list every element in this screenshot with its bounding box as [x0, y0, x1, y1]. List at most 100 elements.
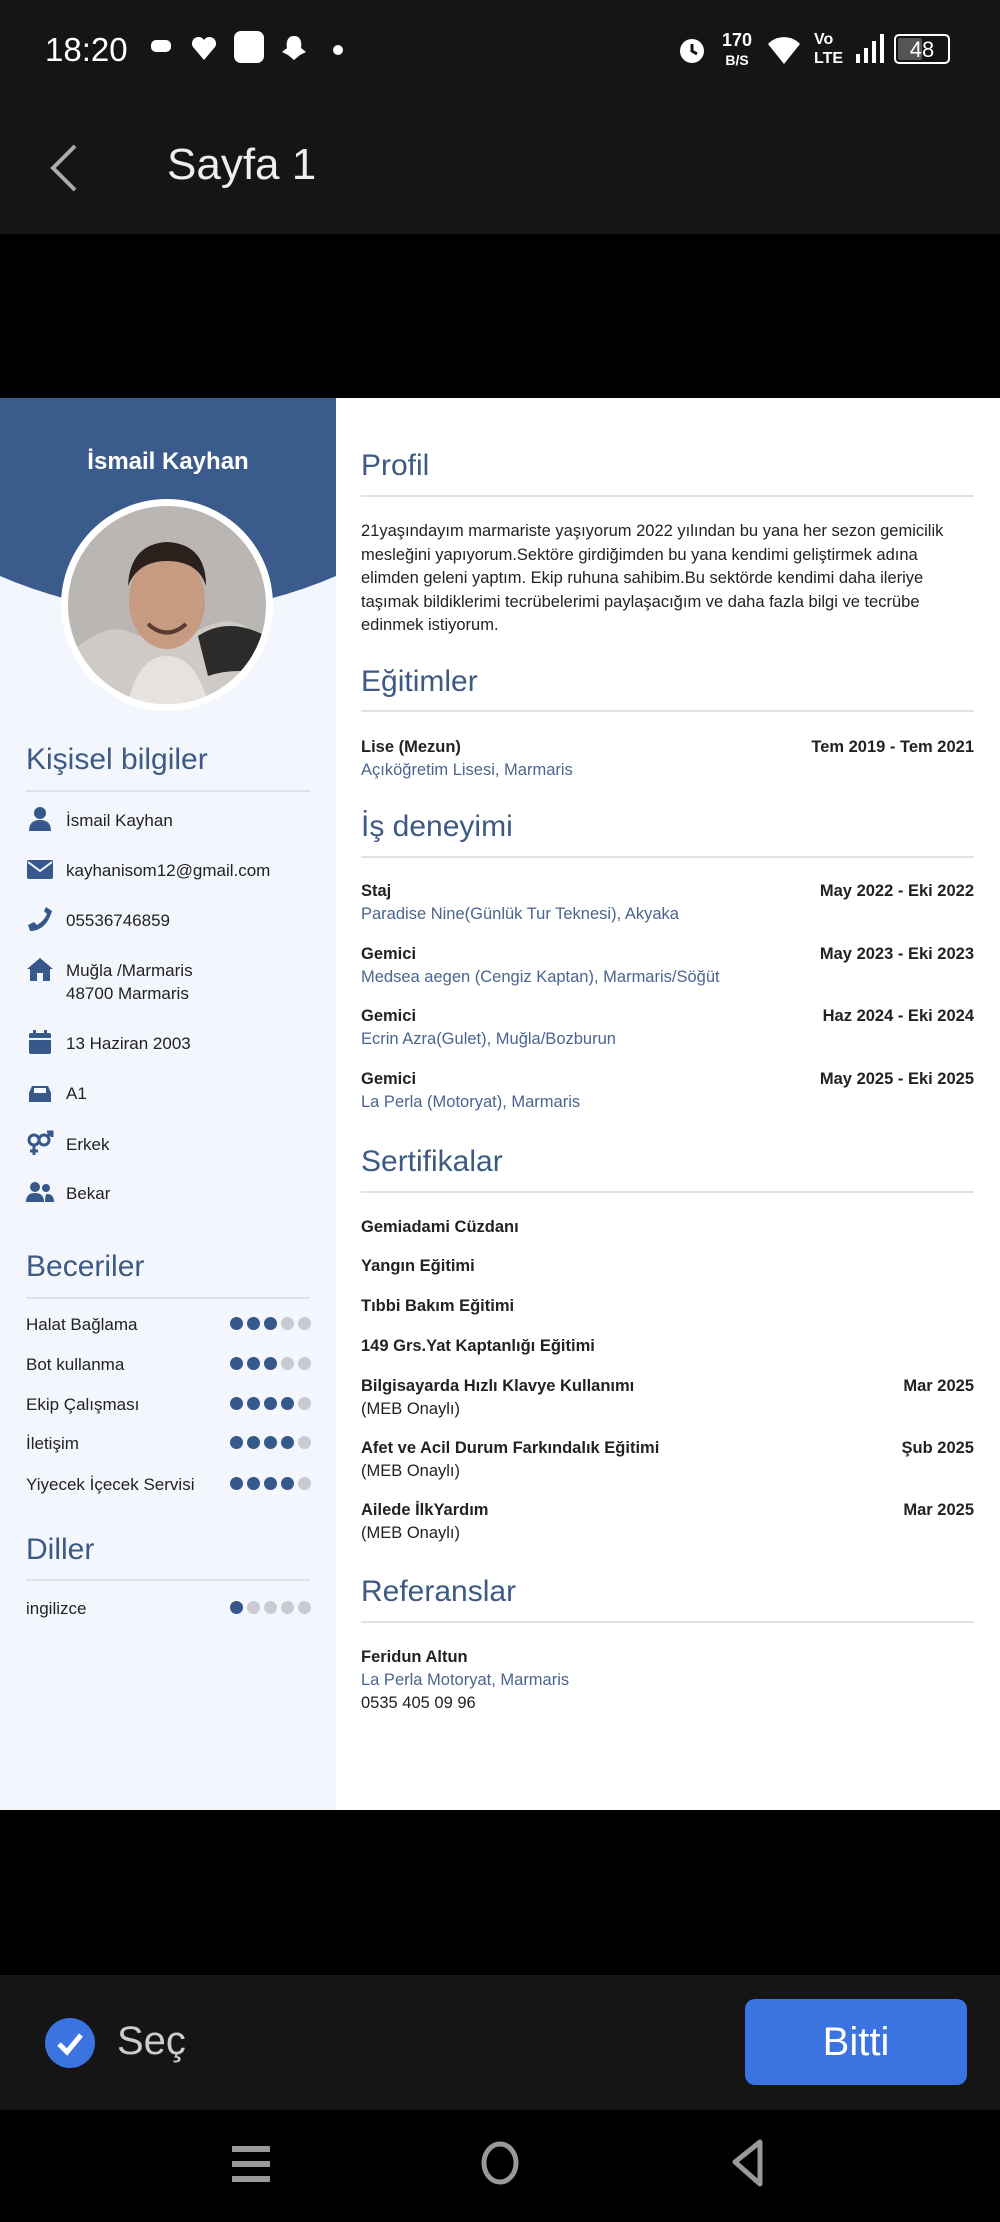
education-item: Lise (Mezun) Açıköğretim Lisesi, Marmari…	[361, 738, 974, 779]
divider	[361, 1621, 974, 1623]
certificate-item: Yangın Eğitimi	[361, 1257, 974, 1276]
job-date: Haz 2024 - Eki 2024	[822, 1007, 974, 1025]
certificate-item: Tıbbi Bakım Eğitimi	[361, 1297, 974, 1316]
rating-dot-filled	[264, 1436, 277, 1449]
rating-dots	[230, 1436, 311, 1449]
certificate-date: Şub 2025	[901, 1439, 974, 1457]
certificate-title: Gemiadami Cüzdanı	[361, 1218, 519, 1236]
rating-dot-empty	[298, 1317, 311, 1330]
references-heading: Referanslar	[361, 1575, 517, 1608]
wifi-icon	[768, 37, 800, 64]
user-icon	[29, 807, 51, 831]
certificate-note: (MEB Onaylı)	[361, 1524, 461, 1542]
rating-dot-empty	[298, 1357, 311, 1370]
certificate-title: Yangın Eğitimi	[361, 1257, 475, 1275]
done-button[interactable]: Bitti	[745, 1999, 967, 2085]
rating-dot-empty	[281, 1317, 294, 1330]
experience-item: Gemici Medsea aegen (Cengiz Kaptan), Marm…	[361, 945, 974, 987]
divider	[361, 495, 974, 497]
select-checkbox[interactable]	[45, 2018, 95, 2068]
certificate-item: 149 Grs.Yat Kaptanlığı Eğitimi	[361, 1337, 974, 1356]
experience-item: Gemici La Perla (Motoryat), Marmaris May 2…	[361, 1070, 974, 1112]
network-speed: 170 B/S	[722, 30, 753, 68]
rating-dot-filled	[264, 1397, 277, 1410]
certificate-title: 149 Grs.Yat Kaptanlığı Eğitimi	[361, 1337, 595, 1355]
divider	[26, 1297, 310, 1299]
skill-item: Halat Bağlama	[26, 1315, 311, 1335]
certificate-date: Mar 2025	[903, 1377, 974, 1395]
back-arrow-icon[interactable]	[45, 140, 85, 196]
users-icon	[26, 1182, 54, 1202]
envelope-icon	[27, 860, 53, 879]
job-date: May 2025 - Eki 2025	[819, 1070, 974, 1088]
signal-icon	[856, 34, 884, 63]
rating-dots	[230, 1357, 311, 1370]
status-time: 18:20	[45, 31, 128, 68]
rating-dot-filled	[230, 1601, 243, 1614]
divider	[361, 1191, 974, 1193]
calendar-icon	[29, 1030, 51, 1054]
rating-dot-filled	[264, 1317, 277, 1330]
job-title: Gemici	[361, 1007, 417, 1025]
rating-dot-filled	[281, 1477, 294, 1490]
rating-dot-empty	[298, 1477, 311, 1490]
page-title: Sayfa 1	[167, 140, 317, 189]
checkmark-icon	[57, 2033, 83, 2056]
cv-sidebar: İsmail Kayhan Kişisel bilgiler İsmail Ka…	[0, 398, 336, 1810]
select-label[interactable]: Seç	[117, 2019, 186, 2063]
rating-dot-filled	[230, 1357, 243, 1370]
job-title: Staj	[361, 882, 392, 900]
home-button-icon[interactable]	[480, 2140, 520, 2186]
rating-dot-filled	[247, 1317, 260, 1330]
skill-name: Bot kullanma	[26, 1355, 125, 1374]
certificate-note: (MEB Onaylı)	[361, 1462, 461, 1480]
rating-dot-filled	[247, 1436, 260, 1449]
personal-name: İsmail Kayhan	[26, 805, 326, 845]
language-item: ingilizce	[26, 1599, 311, 1619]
cv-name: İsmail Kayhan	[87, 448, 249, 475]
rating-dot-empty	[247, 1601, 260, 1614]
certificate-title: Afet ve Acil Durum Farkındalık Eğitimi	[361, 1439, 660, 1457]
job-title: Gemici	[361, 1070, 417, 1088]
rating-dot-filled	[264, 1477, 277, 1490]
job-title: Gemici	[361, 945, 417, 963]
rating-dot-filled	[281, 1436, 294, 1449]
job-place: Ecrin Azra(Gulet), Muğla/Bozburun	[361, 1030, 616, 1048]
app-square-icon	[234, 31, 264, 63]
personal-address: Muğla /Marmaris 48700 Marmaris	[26, 955, 326, 1005]
personal-license: A1	[26, 1078, 326, 1118]
job-date: May 2023 - Eki 2023	[819, 945, 974, 963]
heart-app-icon	[191, 36, 217, 60]
volte-indicator: Vo LTE	[814, 31, 844, 67]
profile-photo	[61, 499, 273, 711]
rating-dot-filled	[230, 1477, 243, 1490]
gender-icon	[27, 1130, 54, 1155]
rating-dot-filled	[247, 1357, 260, 1370]
certificate-item: Ailede İlkYardım (MEB Onaylı) Mar 2025	[361, 1501, 974, 1543]
rating-dot-filled	[247, 1397, 260, 1410]
battery-icon: 48	[894, 34, 950, 64]
phone-icon	[28, 907, 52, 931]
certificate-item: Bilgisayarda Hızlı Klavye Kullanımı (MEB …	[361, 1377, 974, 1419]
rating-dot-empty	[281, 1601, 294, 1614]
job-place: Paradise Nine(Günlük Tur Teknesi), Akyak…	[361, 905, 679, 923]
rating-dot-filled	[230, 1436, 243, 1449]
certificate-item: Gemiadami Cüzdanı	[361, 1218, 974, 1237]
job-place: La Perla (Motoryat), Marmaris	[361, 1093, 581, 1111]
certificates-heading: Sertifikalar	[361, 1145, 503, 1178]
car-icon	[29, 1086, 51, 1102]
languages-heading: Diller	[26, 1533, 95, 1566]
rating-dot-empty	[264, 1601, 277, 1614]
personal-info-heading: Kişisel bilgiler	[26, 743, 208, 776]
recent-apps-icon[interactable]	[232, 2144, 270, 2184]
reference-item: Feridun Altun La Perla Motoryat, Marmari…	[361, 1648, 570, 1712]
rating-dot-filled	[281, 1397, 294, 1410]
system-nav-bar	[0, 2110, 1000, 2222]
game-controller-icon	[151, 40, 171, 52]
divider	[361, 710, 974, 712]
rating-dots	[230, 1477, 311, 1490]
skill-item: Bot kullanma	[26, 1355, 311, 1375]
nav-back-icon[interactable]	[730, 2138, 766, 2188]
home-icon	[27, 958, 53, 981]
skill-name: Yiyecek İçecek Servisi	[26, 1475, 195, 1494]
